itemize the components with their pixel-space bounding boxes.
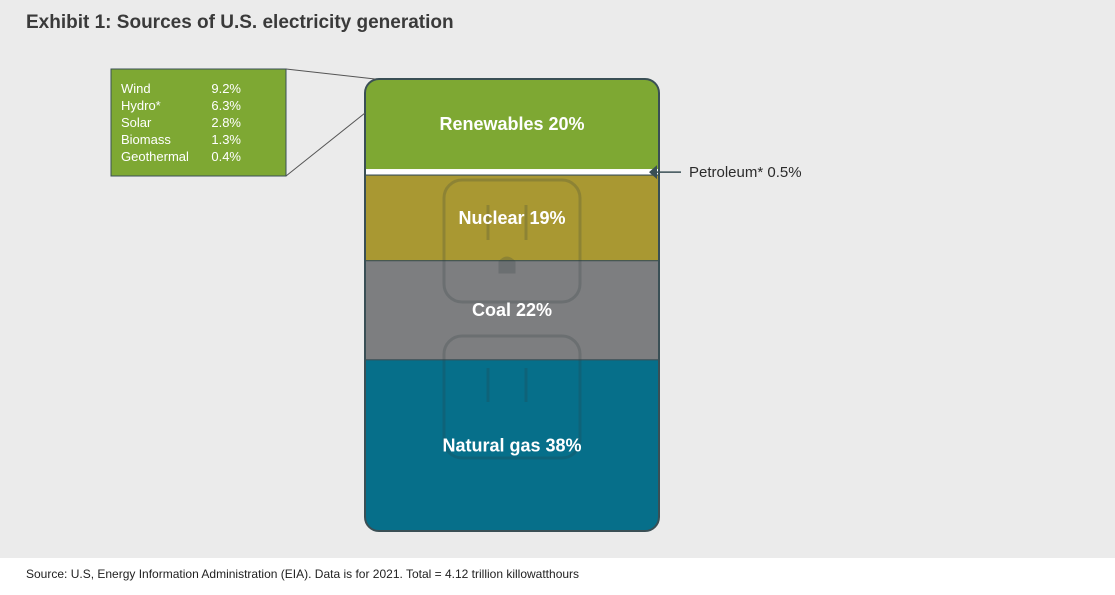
breakdown-name-solar: Solar [121, 115, 152, 130]
renewables-breakdown-box [110, 68, 287, 177]
breakdown-value-solar: 2.8% [211, 115, 241, 130]
breakdown-value-geothermal: 0.4% [211, 149, 241, 164]
breakdown-name-hydro: Hydro* [121, 98, 161, 113]
segment-label-coal: Coal 22% [472, 300, 552, 320]
bar-segment-petroleum [365, 169, 659, 176]
breakdown-connector-top [285, 68, 376, 80]
bar-segment-coal [365, 260, 659, 360]
source-note: Source: U.S, Energy Information Administ… [26, 567, 580, 581]
page-title: Exhibit 1: Sources of U.S. electricity g… [26, 12, 454, 33]
segment-label-renewables: Renewables 20% [439, 114, 584, 134]
segment-label-nuclear: Nuclear 19% [458, 208, 565, 228]
breakdown-value-biomass: 1.3% [211, 132, 241, 147]
breakdown-value-wind: 9.2% [211, 81, 241, 96]
breakdown-name-wind: Wind [121, 81, 151, 96]
breakdown-name-biomass: Biomass [121, 132, 171, 147]
segment-label-petroleum: Petroleum* 0.5% [689, 164, 802, 181]
stacked-bar-chart: Renewables 20% Nuclear 19% Coal 22% Natural… [110, 68, 802, 532]
bar-outline [364, 78, 660, 532]
bar-segment-nuclear [365, 175, 659, 261]
breakdown-name-geothermal: Geothermal [121, 149, 189, 164]
source-bar: Source: U.S, Energy Information Administ… [0, 558, 1115, 595]
bar-segment-natural-gas [365, 359, 659, 531]
breakdown-connector-bottom [285, 112, 366, 177]
chart-area: Renewables 20% Nuclear 19% Coal 22% Natural… [110, 68, 802, 532]
breakdown-value-hydro: 6.3% [211, 98, 241, 113]
callout-arrow-icon [649, 165, 657, 180]
bar-segment-renewables [365, 79, 659, 170]
segment-label-natural-gas: Natural gas 38% [442, 435, 581, 455]
outlet-icon [442, 178, 582, 460]
